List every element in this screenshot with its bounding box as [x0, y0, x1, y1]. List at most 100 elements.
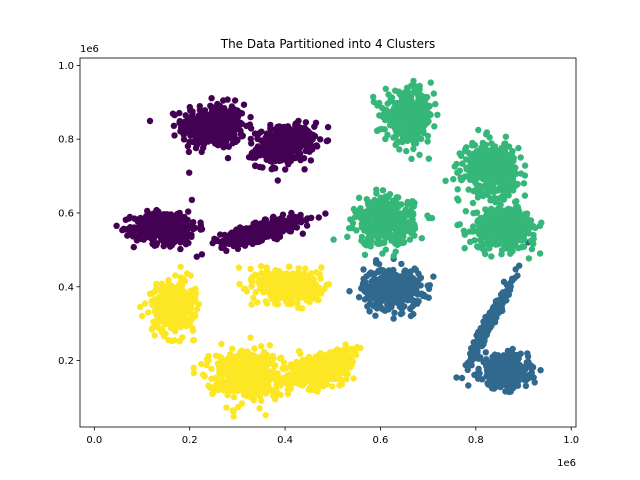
- data-point: [274, 177, 281, 184]
- data-point: [189, 325, 196, 332]
- data-point: [275, 146, 282, 153]
- data-point: [200, 140, 207, 147]
- data-point: [146, 117, 154, 125]
- data-point: [483, 173, 491, 180]
- data-point: [467, 160, 474, 167]
- data-point: [469, 199, 477, 207]
- data-point: [410, 77, 417, 85]
- data-point: [296, 138, 303, 145]
- data-point: [407, 126, 415, 134]
- data-point: [407, 305, 414, 313]
- data-point: [198, 251, 206, 258]
- data-point: [407, 312, 415, 320]
- data-point: [189, 138, 196, 146]
- data-point: [189, 120, 196, 128]
- data-point: [403, 84, 411, 92]
- data-point: [455, 197, 462, 204]
- data-point: [184, 216, 191, 223]
- data-point: [305, 137, 312, 144]
- data-point: [198, 107, 205, 115]
- data-point: [267, 121, 274, 129]
- data-point: [442, 177, 449, 184]
- data-point: [412, 280, 419, 287]
- data-point: [234, 245, 242, 253]
- data-point: [376, 112, 383, 119]
- data-point: [188, 196, 196, 204]
- data-point: [525, 255, 533, 262]
- data-point: [366, 308, 373, 315]
- data-point: [163, 320, 170, 327]
- data-point: [180, 131, 187, 138]
- data-point: [502, 187, 509, 194]
- data-point: [251, 223, 258, 231]
- data-point: [198, 148, 205, 156]
- data-point: [226, 112, 234, 120]
- data-point: [506, 213, 514, 220]
- data-point: [494, 219, 501, 227]
- data-point: [307, 157, 315, 164]
- data-point: [210, 127, 217, 134]
- data-point: [485, 182, 492, 189]
- data-point: [177, 222, 185, 229]
- data-point: [303, 222, 311, 229]
- data-point: [528, 245, 536, 253]
- data-point: [369, 282, 376, 290]
- data-point: [120, 225, 128, 232]
- data-point: [361, 296, 369, 303]
- data-point: [387, 108, 394, 116]
- data-point: [218, 244, 225, 251]
- cluster-2: [346, 239, 544, 396]
- data-point: [516, 262, 523, 269]
- data-point: [521, 162, 529, 169]
- data-point: [285, 161, 292, 168]
- data-point: [408, 113, 416, 121]
- data-point: [272, 127, 279, 134]
- data-point: [507, 373, 514, 380]
- data-point: [313, 269, 320, 276]
- data-point: [148, 235, 155, 242]
- data-point: [191, 115, 198, 123]
- data-point: [311, 123, 318, 130]
- data-point: [346, 288, 353, 295]
- data-point: [381, 289, 388, 296]
- data-point: [497, 375, 505, 382]
- data-point: [185, 148, 193, 156]
- data-point: [137, 235, 144, 243]
- data-point: [424, 132, 432, 140]
- data-point: [396, 284, 403, 291]
- data-point: [468, 176, 475, 183]
- data-point: [291, 154, 299, 162]
- data-point: [411, 88, 418, 95]
- data-point: [355, 194, 363, 201]
- data-point: [477, 354, 484, 361]
- data-point: [178, 216, 185, 224]
- data-point: [254, 143, 262, 150]
- data-point: [486, 210, 494, 217]
- data-point: [379, 273, 386, 281]
- data-point: [517, 154, 524, 161]
- data-point: [236, 280, 243, 288]
- data-point: [138, 312, 146, 320]
- data-point: [427, 79, 434, 86]
- data-point: [474, 148, 482, 155]
- data-point: [287, 228, 295, 235]
- data-point: [367, 235, 375, 242]
- data-point: [485, 371, 492, 379]
- data-point: [405, 296, 413, 303]
- data-point: [220, 97, 227, 104]
- data-point: [507, 279, 514, 287]
- data-point: [297, 156, 304, 163]
- data-point: [493, 163, 500, 171]
- data-point: [383, 227, 391, 234]
- data-point: [367, 243, 374, 250]
- data-point: [247, 265, 254, 273]
- data-point: [211, 140, 219, 147]
- data-point: [502, 289, 510, 297]
- data-point: [262, 152, 269, 159]
- data-point: [515, 226, 523, 233]
- data-point: [228, 103, 236, 110]
- data-point: [467, 238, 474, 245]
- data-point: [153, 206, 160, 214]
- data-point: [170, 122, 178, 129]
- data-point: [390, 266, 397, 274]
